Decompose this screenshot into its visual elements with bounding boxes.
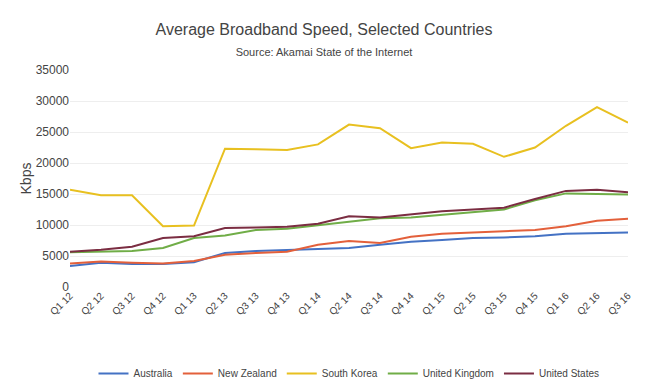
svg-text:Q4 12: Q4 12 — [141, 290, 168, 317]
svg-text:Q1 14: Q1 14 — [296, 290, 323, 317]
svg-text:Q2 16: Q2 16 — [575, 290, 602, 317]
svg-text:Q1 16: Q1 16 — [544, 290, 571, 317]
svg-text:Q3 14: Q3 14 — [358, 290, 385, 317]
svg-text:Q4 15: Q4 15 — [513, 290, 540, 317]
svg-text:5000: 5000 — [42, 249, 69, 263]
svg-text:30000: 30000 — [36, 94, 70, 108]
svg-text:Kbps: Kbps — [18, 163, 34, 195]
svg-text:Q4 13: Q4 13 — [265, 290, 292, 317]
svg-text:Q1 15: Q1 15 — [420, 290, 447, 317]
svg-text:South Korea: South Korea — [322, 368, 378, 379]
svg-text:35000: 35000 — [36, 63, 70, 77]
svg-text:Q3 13: Q3 13 — [234, 290, 261, 317]
svg-text:Q1 12: Q1 12 — [48, 290, 75, 317]
svg-text:Q2 14: Q2 14 — [327, 290, 354, 317]
svg-text:United States: United States — [539, 368, 599, 379]
svg-text:Q4 14: Q4 14 — [389, 290, 416, 317]
svg-text:25000: 25000 — [36, 125, 70, 139]
svg-text:Australia: Australia — [134, 368, 173, 379]
svg-text:20000: 20000 — [36, 156, 70, 170]
svg-text:Q3 16: Q3 16 — [606, 290, 633, 317]
svg-text:Q1 13: Q1 13 — [172, 290, 199, 317]
svg-text:Q3 15: Q3 15 — [482, 290, 509, 317]
svg-text:Source: Akamai State of the In: Source: Akamai State of the Internet — [236, 46, 413, 58]
svg-text:0: 0 — [62, 280, 69, 294]
svg-text:Average Broadband Speed, Selec: Average Broadband Speed, Selected Countr… — [156, 21, 493, 38]
svg-text:Q2 13: Q2 13 — [203, 290, 230, 317]
svg-text:New Zealand: New Zealand — [218, 368, 277, 379]
svg-text:Q2 15: Q2 15 — [451, 290, 478, 317]
svg-text:Q2 12: Q2 12 — [79, 290, 106, 317]
svg-text:15000: 15000 — [36, 187, 70, 201]
svg-text:United Kingdom: United Kingdom — [423, 368, 494, 379]
svg-text:10000: 10000 — [36, 218, 70, 232]
svg-text:Q3 12: Q3 12 — [110, 290, 137, 317]
